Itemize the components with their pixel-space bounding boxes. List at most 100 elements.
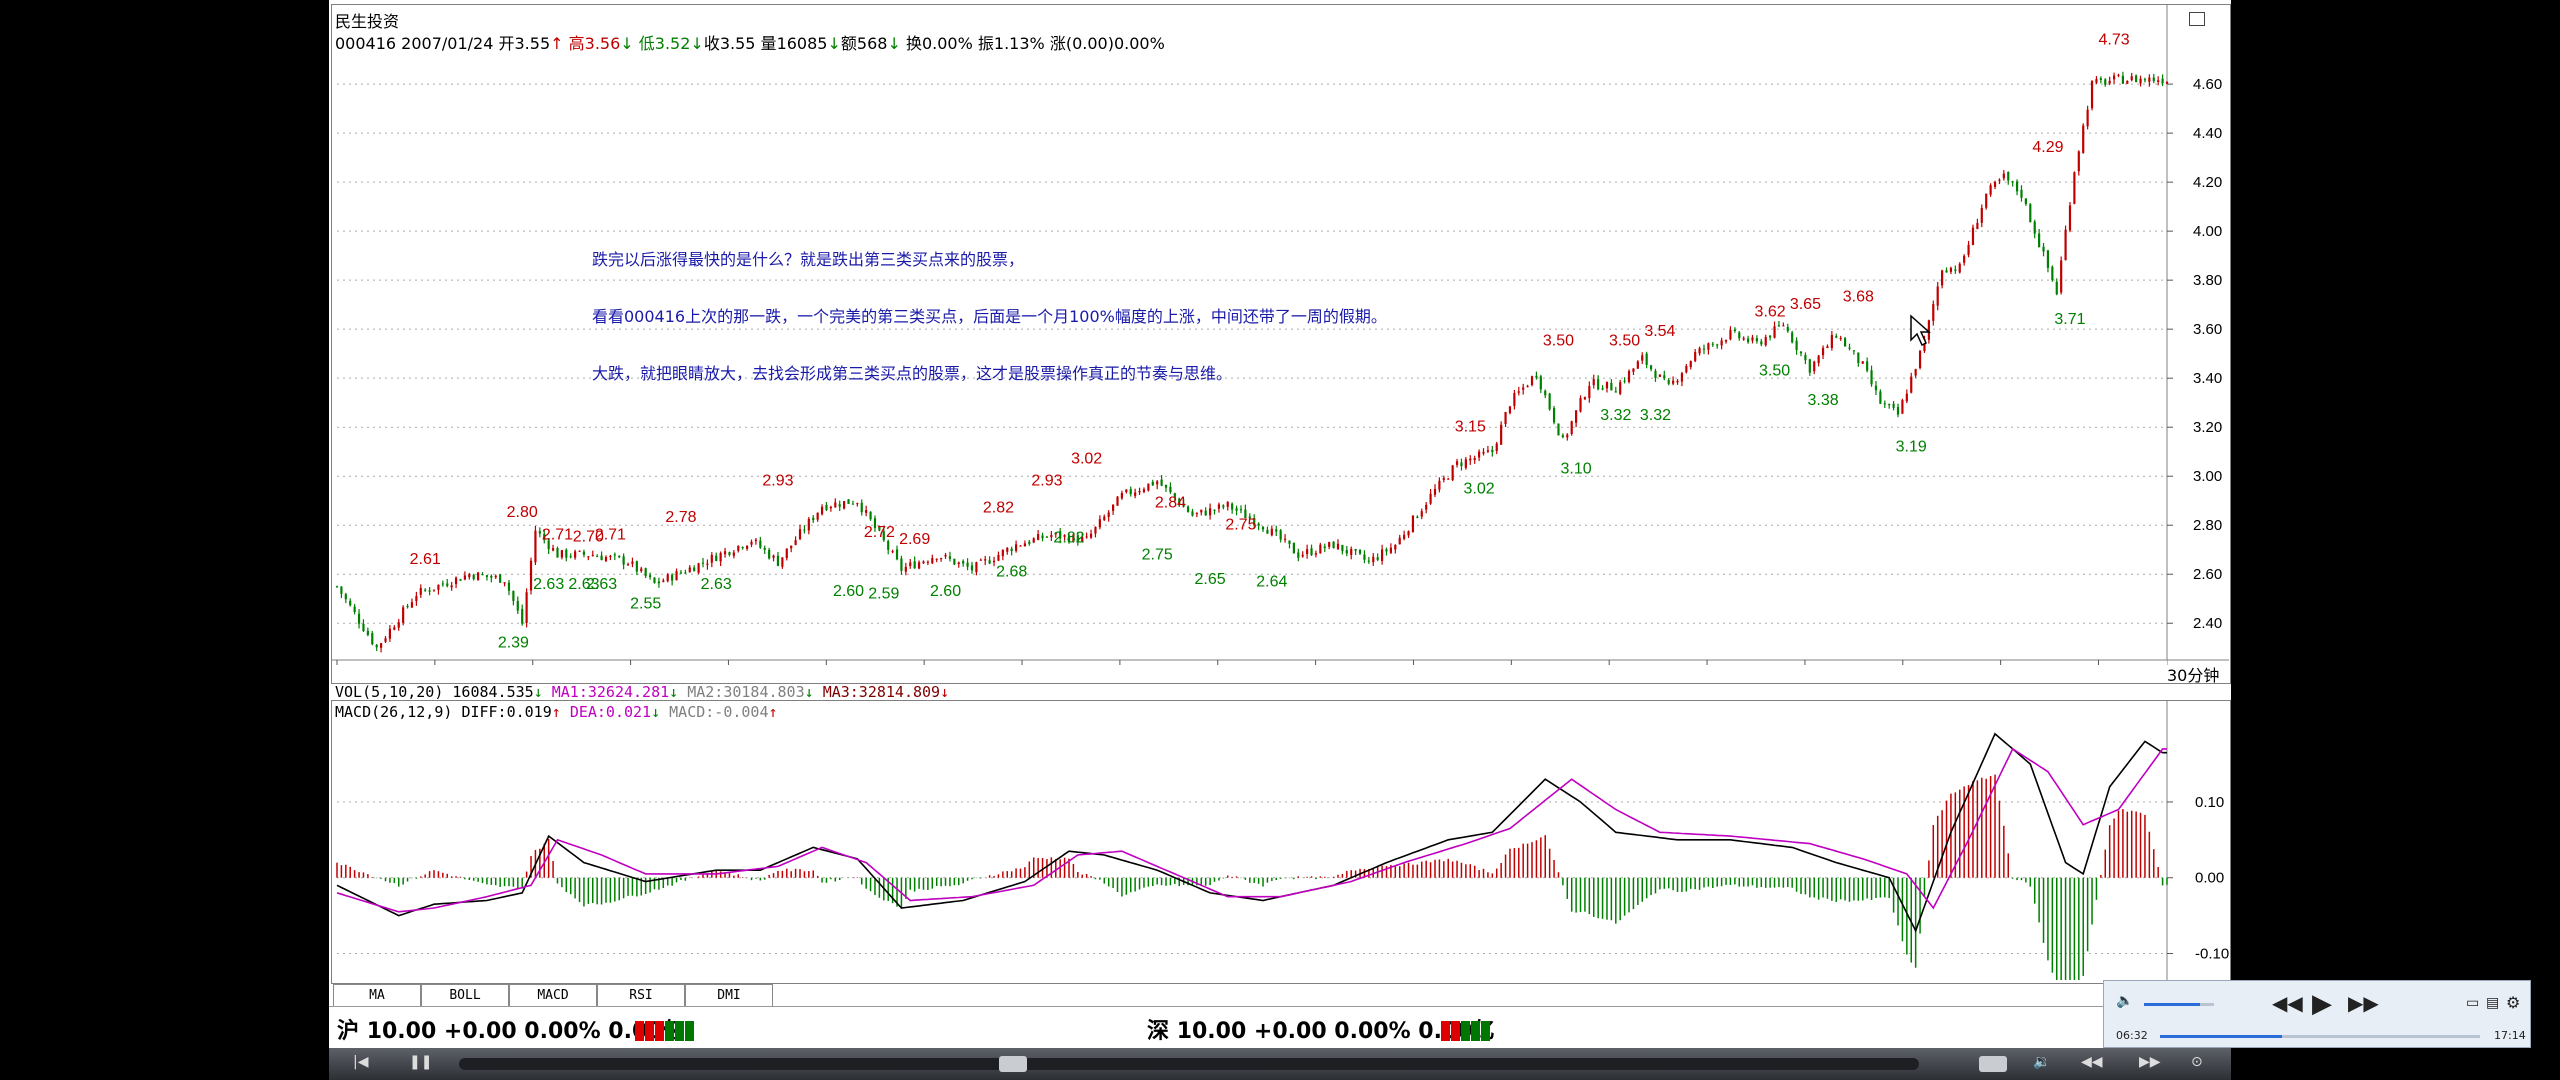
diff-line [336,732,2167,933]
date-tick-label: 01/26 [2011,664,2049,665]
low-price-label: 3.02 [1464,480,1495,497]
price-tick-label: 4.20 [2193,174,2222,191]
annotation-line: 看看000416上次的那一跌，一个完美的第三类买点，后面是一个月100%幅度的上… [592,307,1387,326]
volume-slider[interactable] [2144,1003,2214,1006]
high-value: 3.56 [584,34,621,53]
date-tick-label: 12/25 [1326,664,1364,665]
macd-chart: 0.10 0.00 -0.10 [336,700,2229,980]
next-icon[interactable]: ▶▶ [2139,1054,2161,1070]
high-price-label: 3.50 [1609,333,1640,350]
price-tick-label: 3.60 [2193,321,2222,338]
fast-forward-icon[interactable]: ▶▶ [2348,991,2379,1015]
date-tick-label: 12/28 [1423,664,1461,665]
layout-icon[interactable]: ▤ [2486,995,2500,1011]
high-price-label: 2.93 [762,472,793,489]
high-price-label: 2.71 [595,526,626,543]
annotation-text: 跌完以后涨得最快的是什么？就是跌出第三类买点来的股票， 看看000416上次的那… [592,212,1387,421]
price-tick-label: 3.40 [2193,370,2222,387]
low-price-label: 3.32 [1640,407,1671,424]
open-value: 3.55 [514,34,551,53]
low-price-label: 2.63 [586,576,617,593]
scroll-thumb[interactable] [999,1056,1027,1072]
high-price-label: 2.93 [1031,472,1062,489]
sz-mini-bars [1441,1021,1491,1045]
low-price-label: 3.19 [1896,439,1927,456]
bottom-toolbar: |◀ ❚❚ 🔉 ◀◀ ▶▶ ⊙ [329,1048,2231,1080]
high-price-label: 4.73 [2099,31,2130,48]
tab-dmi[interactable]: DMI [685,984,773,1006]
high-price-label: 2.75 [1225,516,1256,533]
change-value: (0.00)0.00% [1065,34,1165,53]
time-elapsed: 06:32 [2116,1029,2148,1042]
low-price-label: 2.59 [868,586,899,603]
volume-indicator-line: VOL(5,10,20) 16084.535↓ MA1:32624.281↓ M… [335,683,950,701]
scroll-track[interactable] [459,1058,1919,1070]
low-price-label: 2.82 [1053,529,1084,546]
low-price-label: 2.63 [701,576,732,593]
date-tick-label: 01/05 [1521,664,1559,665]
date-tick-label: 12/07 [934,664,972,665]
tab-rsi[interactable]: RSI [597,984,685,1006]
low-price-label: 3.32 [1600,407,1631,424]
macd-indicator-line: MACD(26,12,9) DIFF:0.019↑ DEA:0.021↓ MAC… [335,703,778,721]
prev-icon[interactable]: ◀◀ [2081,1054,2103,1070]
high-price-label: 2.69 [899,531,930,548]
zoom-thumb[interactable] [1979,1056,2007,1072]
code-date: 000416 2007/01/24 [335,34,494,53]
high-price-label: 3.62 [1755,303,1786,320]
period-label[interactable]: 30分钟 [2167,666,2220,685]
speaker-icon[interactable]: 🔉 [2033,1054,2051,1070]
high-price-label: 3.50 [1543,333,1574,350]
price-tick-label: 2.60 [2193,566,2222,583]
low-value: 3.52 [654,34,691,53]
high-price-label: 2.72 [864,524,895,541]
date-tick-label: 12/12 [1032,664,1070,665]
date-tick-label: 01/18 [1815,664,1853,665]
annotation-line: 大跌，就把眼睛放大，去找会形成第三类买点的股票，这才是股票操作真正的节奏与思维。 [592,364,1233,383]
date-tick-label: 2006/11/09 [335,664,409,665]
low-price-label: 3.38 [1807,392,1838,409]
tab-boll[interactable]: BOLL [421,984,509,1006]
high-price-label: 2.78 [665,509,696,526]
skip-back-icon[interactable]: |◀ [353,1054,369,1070]
play-icon[interactable]: ▶ [2312,989,2332,1019]
low-price-label: 2.63 [533,576,564,593]
low-price-label: 2.68 [996,564,1027,581]
date-tick-label: 12/15 [1130,664,1168,665]
settings-icon[interactable]: ⚙ [2506,993,2521,1012]
pause-icon[interactable]: ❚❚ [409,1054,433,1070]
status-bar: 沪 10.00 +0.00 0.00% 0.00亿 深 10.00 +0.00 … [329,1006,2231,1049]
high-price-label: 2.84 [1155,494,1186,511]
price-tick-label: 3.00 [2193,468,2222,485]
window-restore-icon[interactable] [2189,12,2205,26]
high-price-label: 3.15 [1455,418,1486,435]
high-price-label: 3.65 [1790,296,1821,313]
low-price-label: 2.75 [1142,546,1173,563]
date-tick-label: 11/16 [445,664,481,665]
tab-ma[interactable]: MA [333,984,421,1006]
amplitude-value: 1.13% [993,34,1045,53]
low-price-label: 2.55 [630,595,661,612]
stock-name: 民生投资 [335,12,400,31]
video-player-controls: 🔈 ◀◀ ▶ ▶▶ ▭ ▤ ⚙ 06:32 17:14 [2103,980,2531,1048]
volume-icon[interactable]: 🔈 [2116,993,2134,1009]
low-price-label: 3.10 [1561,461,1592,478]
mouse-cursor-icon [1909,314,1931,352]
close-value: 3.55 [719,34,756,53]
date-tick-label: 11/24 [641,664,677,665]
annotation-line: 跌完以后涨得最快的是什么？就是跌出第三类买点来的股票， [592,250,1025,269]
price-tick-label: 2.80 [2193,517,2222,534]
indicator-tabs: MA BOLL MACD RSI DMI [333,984,773,1006]
high-price-label: 2.70 [573,529,604,546]
low-price-label: 2.39 [498,635,529,652]
minimize-icon[interactable]: ▭ [2466,995,2480,1011]
high-price-label: 4.29 [2032,139,2063,156]
macd-tick-label: 0.00 [2195,870,2224,887]
tab-macd[interactable]: MACD [509,984,597,1006]
options-icon[interactable]: ⊙ [2191,1054,2203,1070]
seek-bar[interactable] [2160,1035,2480,1038]
rewind-icon[interactable]: ◀◀ [2272,991,2303,1015]
high-price-label: 3.54 [1644,323,1675,340]
date-tick-label: 01/15 [1717,664,1755,665]
low-price-label: 2.63 [568,576,599,593]
